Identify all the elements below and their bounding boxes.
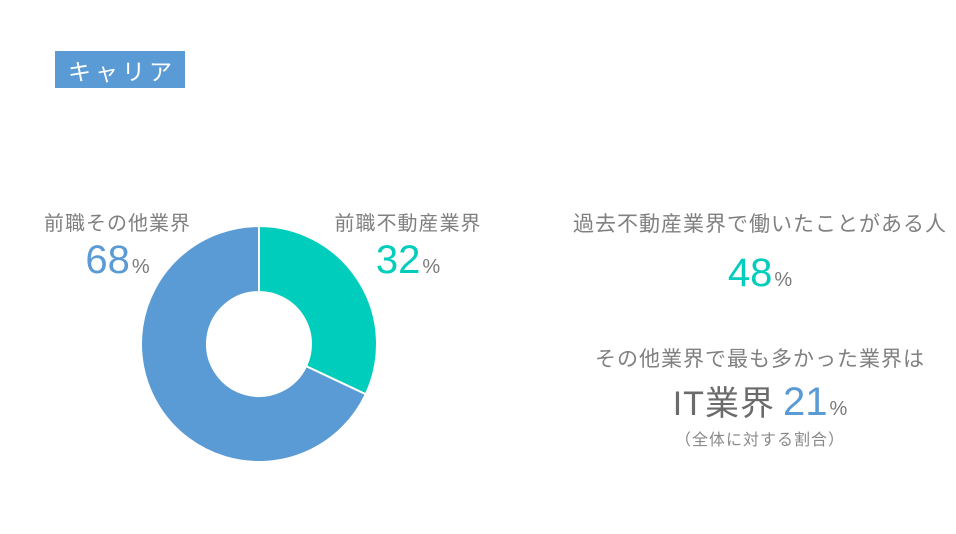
- donut-label-other-name: 前職その他業界: [44, 213, 191, 235]
- donut-segment-前職不動産業界: [258, 225, 378, 396]
- donut-label-real-estate-value: 32: [375, 238, 421, 282]
- percent-sign: %: [774, 269, 793, 292]
- donut-chart-svg: [140, 225, 378, 463]
- stat-top-other-industry-note: （全体に対する割合）: [674, 432, 845, 450]
- title-badge-label: キャリア: [68, 58, 176, 85]
- stat-past-experience-value: 48: [727, 251, 773, 296]
- percent-sign: %: [422, 256, 441, 278]
- stat-top-other-industry-value: 21: [782, 380, 828, 425]
- stat-top-other-industry-intro: その他業界で最も多かった業界は: [595, 348, 925, 371]
- percent-sign: %: [131, 256, 150, 278]
- donut-chart: [139, 224, 379, 464]
- stat-past-experience-label: 過去不動産業界で働いたことがある人: [573, 213, 947, 236]
- donut-label-real-estate-name: 前職不動産業界: [334, 213, 482, 235]
- title-badge: キャリア: [55, 51, 185, 88]
- donut-segment-前職その他業界: [140, 225, 367, 463]
- stat-past-experience: 過去不動産業界で働いたことがある人 48%: [565, 212, 955, 295]
- percent-sign: %: [829, 398, 848, 421]
- stat-top-other-industry: その他業界で最も多かった業界は IT業界 21% （全体に対する割合）: [565, 347, 955, 450]
- donut-label-other-value: 68: [85, 238, 130, 282]
- stat-top-other-industry-name: IT業界: [672, 385, 775, 424]
- donut-label-real-estate: 前職不動産業界 32%: [330, 213, 486, 282]
- donut-label-other: 前職その他業界 68%: [30, 213, 205, 282]
